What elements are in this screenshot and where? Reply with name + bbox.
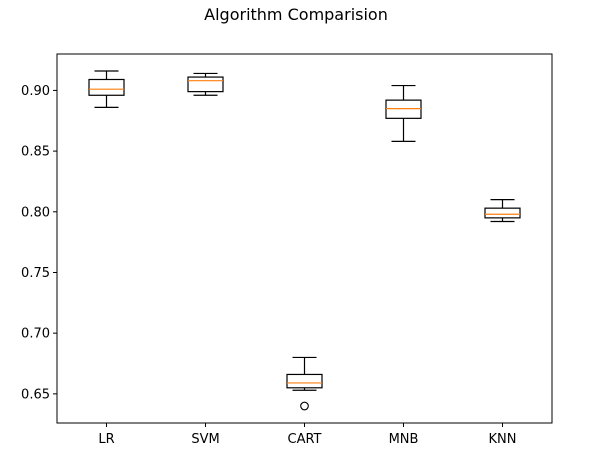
y-tick-label: 0.85 xyxy=(21,145,50,160)
x-tick-label: KNN xyxy=(489,432,517,447)
x-tick-label: SVM xyxy=(191,432,219,447)
box-mnb xyxy=(385,99,422,119)
plot-area: 0.65 0.70 0.75 0.80 0.85 0.90 LR SVM CART MNB KNN xyxy=(21,70,521,447)
outlier-cart xyxy=(300,401,309,411)
y-tick-label: 0.70 xyxy=(21,327,50,342)
plot-frame xyxy=(56,53,553,424)
y-tick-label: 0.80 xyxy=(21,205,50,220)
box-lr xyxy=(88,78,125,96)
box-cart xyxy=(286,373,323,389)
x-tick-label: MNB xyxy=(389,432,419,447)
y-tick-label: 0.75 xyxy=(21,266,50,281)
box-svm xyxy=(187,76,224,93)
box-knn xyxy=(484,207,521,219)
y-tick-label: 0.90 xyxy=(21,84,50,99)
chart-title: Algorithm Comparision xyxy=(204,5,388,24)
x-tick-label: LR xyxy=(98,432,114,447)
y-tick-label: 0.65 xyxy=(21,387,50,402)
x-tick-label: CART xyxy=(288,432,322,447)
